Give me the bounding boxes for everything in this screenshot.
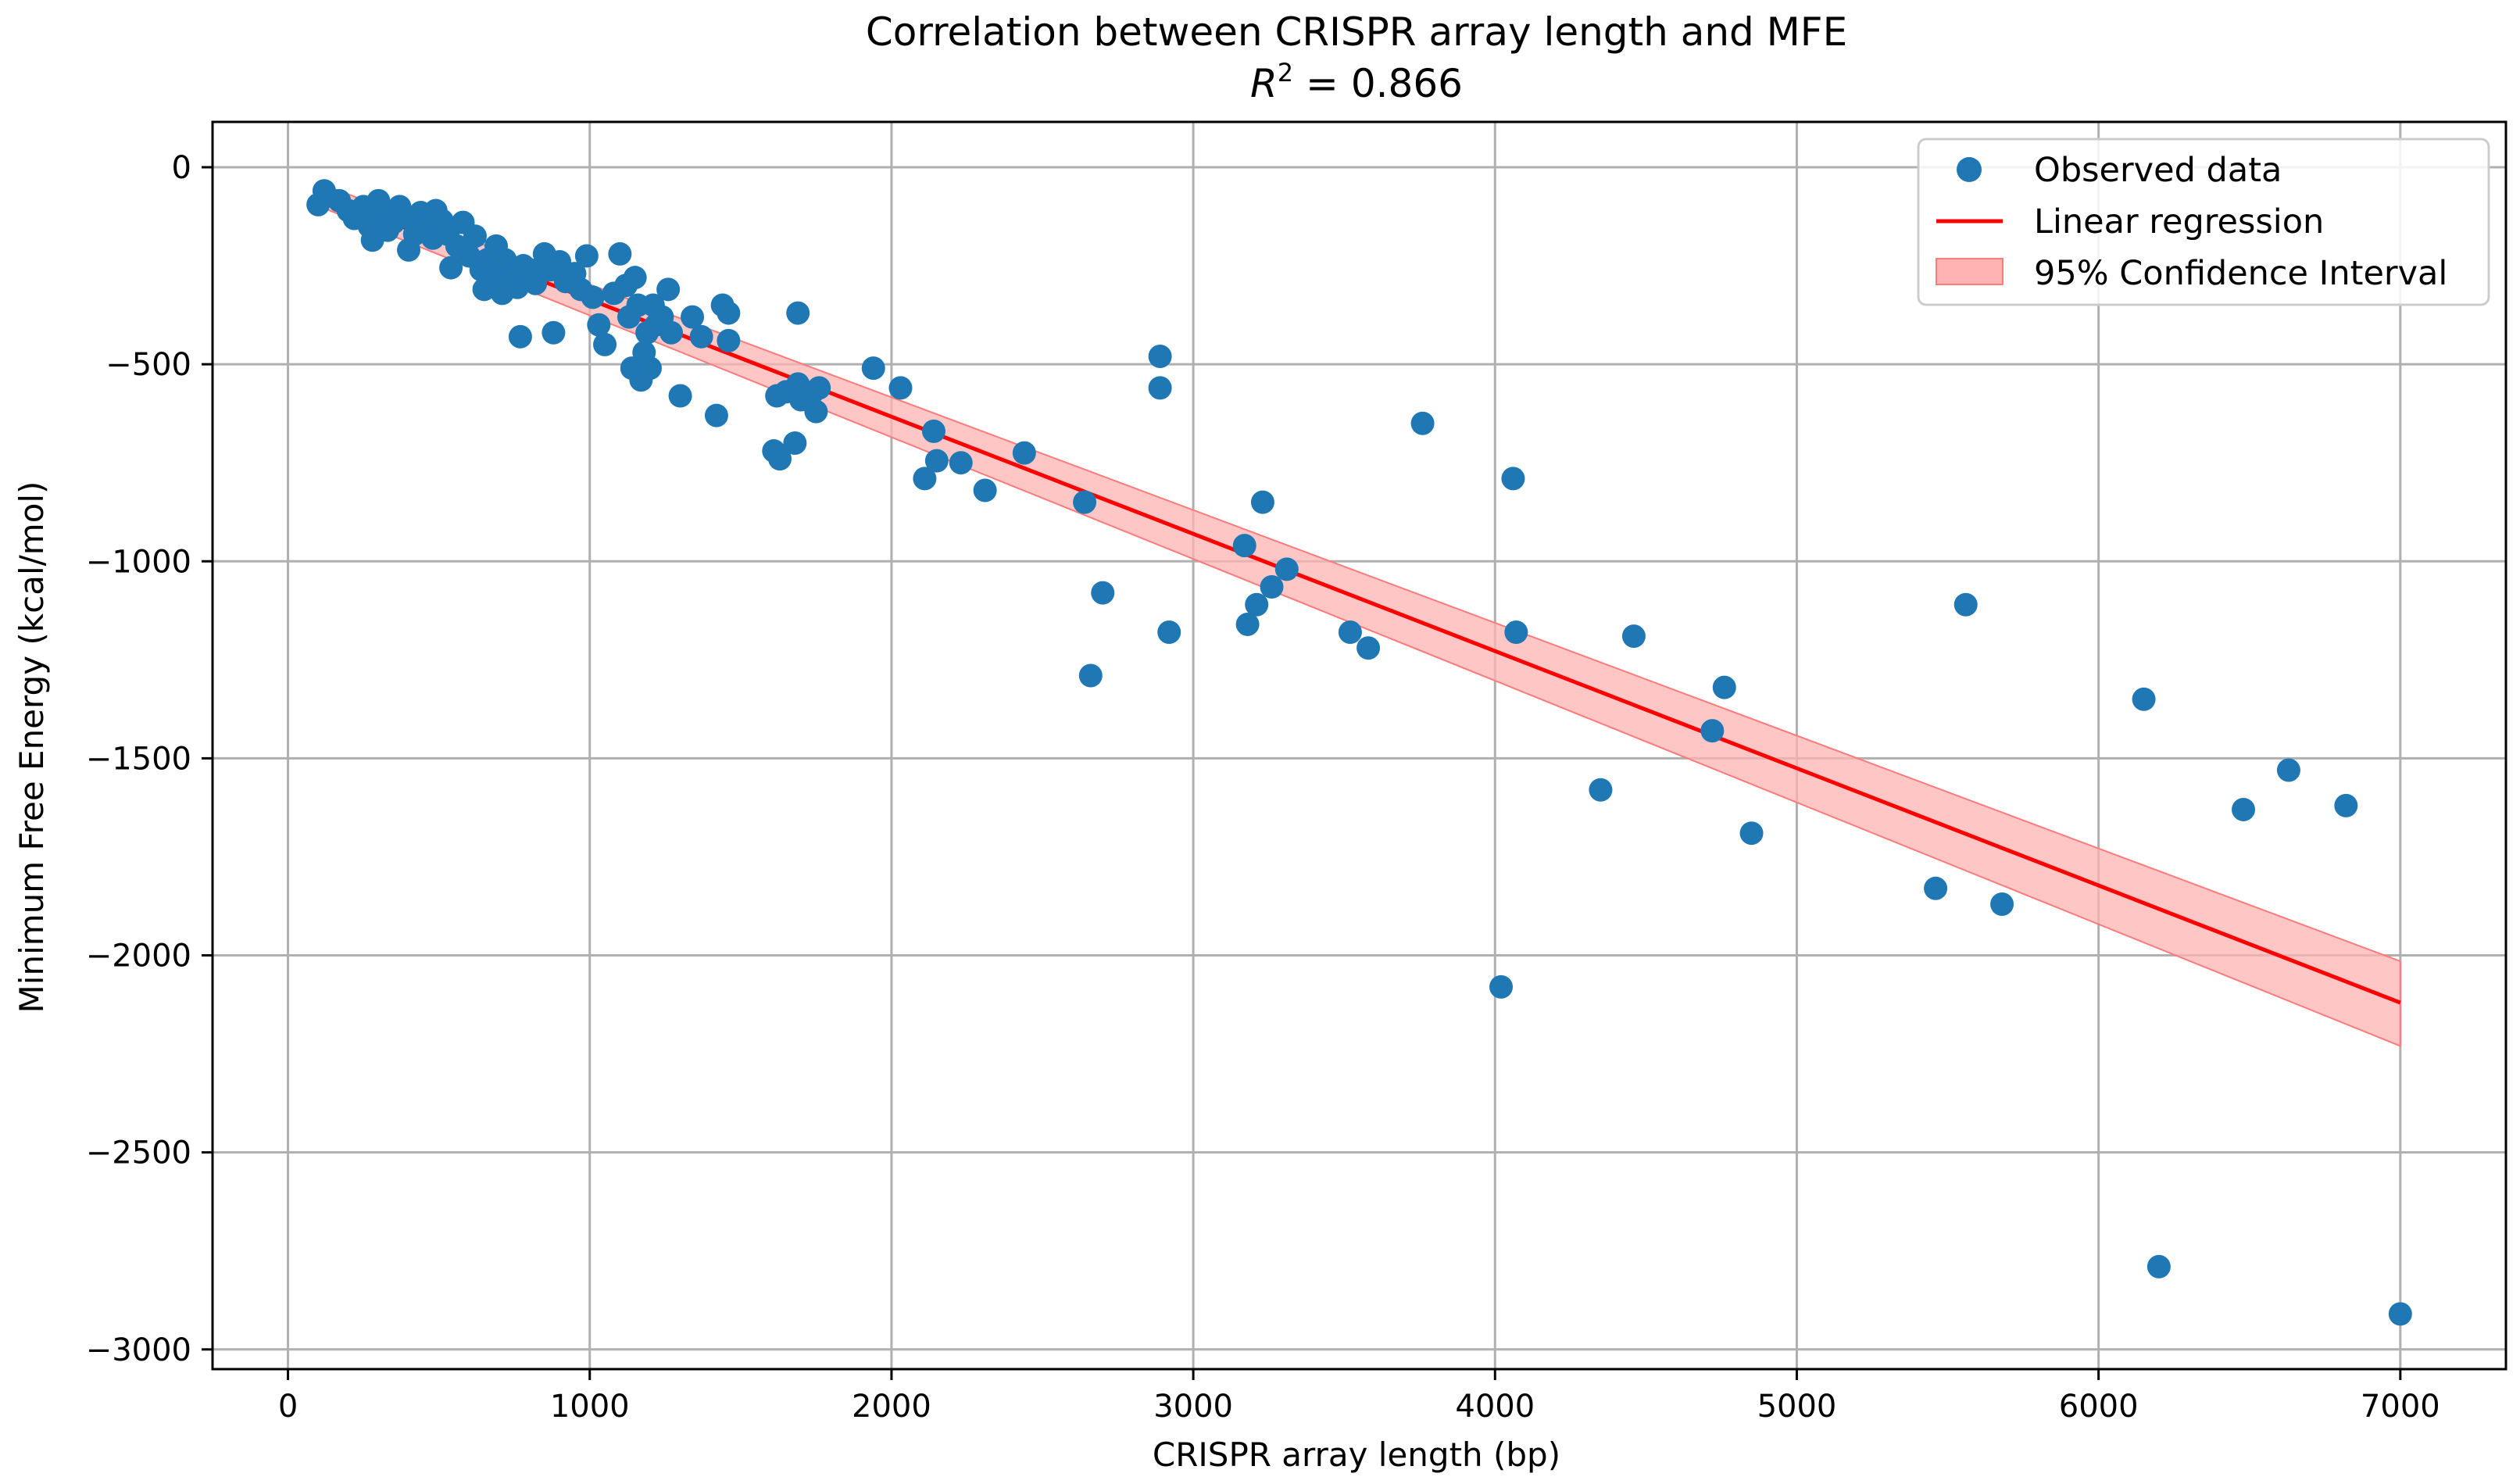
data-point: [804, 399, 828, 424]
data-point: [1953, 592, 1978, 617]
data-point: [1338, 620, 1362, 645]
data-point: [861, 356, 885, 381]
data-point: [783, 431, 807, 455]
data-point: [1250, 490, 1274, 514]
data-point: [1260, 575, 1284, 599]
grid-lines: [213, 122, 2506, 1369]
data-point: [668, 384, 692, 408]
data-point: [1924, 876, 1948, 900]
data-point: [1700, 719, 1725, 743]
legend-marker-observed: [1957, 157, 1982, 182]
data-point: [574, 244, 599, 268]
x-tick-label: 7000: [2361, 1389, 2440, 1425]
y-tick-label: −500: [105, 347, 191, 383]
data-point: [1157, 620, 1181, 645]
data-point: [493, 248, 517, 272]
data-point: [2232, 797, 2256, 821]
plot-frame: [211, 120, 2507, 1371]
legend-marker-ci: [1936, 258, 2003, 285]
chart-title: Correlation between CRISPR array length …: [866, 9, 1847, 55]
data-point: [656, 277, 681, 302]
data-point: [1489, 974, 1514, 999]
data-point: [1148, 376, 1172, 400]
data-point: [1712, 675, 1736, 699]
chart-subtitle: R2 = 0.866: [1250, 58, 1463, 106]
data-point: [542, 320, 566, 345]
data-point: [463, 224, 487, 249]
y-tick-label: 0: [172, 150, 191, 186]
x-axis-label: CRISPR array length (bp): [1153, 1436, 1560, 1474]
data-point: [2334, 793, 2358, 817]
observed-points: [306, 179, 2412, 1326]
data-point: [506, 275, 530, 299]
x-tick-label: 2000: [852, 1389, 931, 1425]
data-point: [1274, 557, 1299, 581]
data-point: [704, 403, 728, 427]
data-point: [717, 301, 741, 325]
data-point: [1078, 663, 1103, 688]
x-tick-label: 6000: [2059, 1389, 2139, 1425]
data-point: [2388, 1302, 2412, 1326]
x-tick-label: 5000: [1757, 1389, 1837, 1425]
data-point: [1091, 581, 1115, 605]
x-tick-label: 0: [278, 1389, 298, 1425]
data-point: [1739, 821, 1764, 846]
data-point: [1504, 620, 1528, 645]
data-point: [508, 324, 532, 349]
data-point: [524, 271, 548, 295]
legend-box: [1917, 138, 2490, 306]
data-point: [2132, 687, 2156, 711]
data-point: [973, 478, 997, 502]
data-point: [786, 301, 810, 325]
y-tick-label: −1500: [86, 741, 191, 777]
data-point: [1245, 592, 1269, 617]
data-point: [1012, 441, 1036, 465]
x-tick-label: 4000: [1455, 1389, 1535, 1425]
data-point: [1357, 636, 1381, 660]
data-point: [1235, 612, 1260, 636]
legend-label-observed: Observed data: [2034, 151, 2282, 190]
data-point: [439, 256, 463, 280]
x-tick-label: 1000: [550, 1389, 630, 1425]
x-axis-ticks: 0 1000 2000 3000 4000 5000 6000 7000: [278, 1369, 2440, 1425]
data-point: [593, 332, 617, 356]
data-point: [638, 356, 662, 381]
data-point: [768, 447, 792, 471]
data-point: [949, 451, 973, 475]
data-point: [608, 241, 632, 266]
data-point: [717, 328, 741, 352]
data-point: [913, 467, 937, 491]
data-point: [1410, 411, 1435, 435]
data-point: [587, 313, 611, 337]
data-point: [2276, 758, 2300, 782]
y-tick-label: −2000: [86, 939, 191, 974]
data-point: [1073, 490, 1097, 514]
data-point: [623, 266, 647, 290]
data-point: [888, 376, 913, 400]
data-point: [1148, 345, 1172, 369]
data-point: [689, 324, 713, 349]
data-point: [1589, 778, 1613, 802]
y-tick-label: −2500: [86, 1135, 191, 1171]
data-point: [1621, 624, 1646, 649]
x-tick-label: 3000: [1153, 1389, 1233, 1425]
data-point: [581, 285, 605, 309]
data-point: [1990, 892, 2014, 916]
y-tick-label: −3000: [86, 1332, 191, 1368]
y-axis-ticks: 0 −500 −1000 −1500 −2000 −2500 −3000: [86, 150, 213, 1368]
legend: Observed data Linear regression 95% Conf…: [1917, 138, 2490, 306]
data-point: [681, 305, 705, 329]
y-tick-label: −1000: [86, 544, 191, 580]
data-point: [1501, 467, 1525, 491]
data-point: [1232, 534, 1256, 558]
data-point: [2146, 1254, 2171, 1278]
data-point: [921, 419, 945, 443]
data-point: [807, 376, 831, 400]
data-point: [924, 449, 949, 473]
legend-label-ci: 95% Confidence Interval: [2034, 254, 2447, 293]
legend-label-regression: Linear regression: [2034, 202, 2324, 241]
y-axis-label: Minimum Free Energy (kcal/mol): [13, 481, 51, 1014]
data-point: [659, 320, 683, 345]
